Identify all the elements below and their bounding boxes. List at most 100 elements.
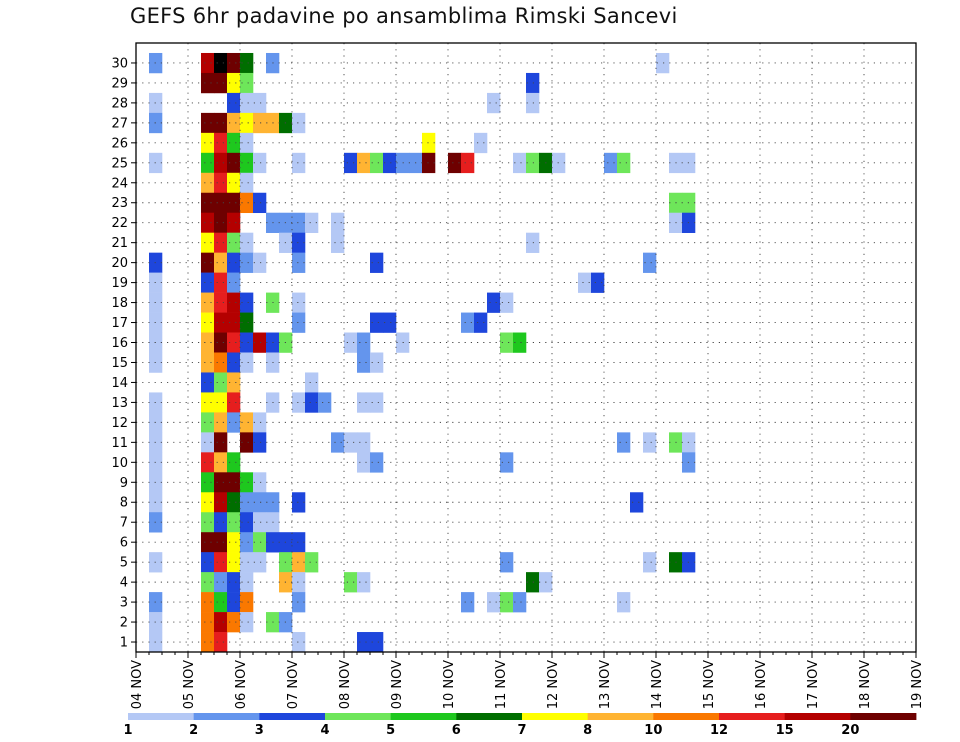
heatmap-cell (513, 332, 527, 353)
heatmap-cell (344, 432, 358, 453)
heatmap-cell (422, 152, 436, 174)
heatmap-cell (214, 372, 228, 393)
colorbar-label: 6 (452, 723, 461, 738)
heatmap-cell (292, 552, 306, 573)
colorbar-label: 4 (320, 723, 329, 738)
x-tick-label: 16 NOV (754, 660, 769, 709)
y-tick-label: 30 (111, 56, 128, 71)
heatmap-cell (201, 412, 215, 433)
y-tick-label: 8 (120, 496, 128, 511)
heatmap-cell (240, 612, 254, 633)
heatmap-cell (292, 112, 306, 134)
heatmap-cell (383, 312, 397, 333)
heatmap-cell (214, 492, 228, 513)
x-tick-label: 12 NOV (546, 660, 561, 709)
heatmap-cell (253, 412, 267, 433)
heatmap-cell (526, 72, 540, 94)
heatmap-cell (227, 392, 241, 413)
heatmap-cell (617, 592, 631, 613)
heatmap-cell (253, 252, 267, 273)
heatmap-cell (305, 372, 319, 393)
heatmap-cell (201, 212, 215, 233)
heatmap-cell (253, 192, 267, 214)
heatmap-cell (214, 612, 228, 633)
heatmap-cell (201, 272, 215, 293)
heatmap-cell (630, 492, 644, 513)
heatmap-cell (253, 532, 267, 553)
heatmap-cell (656, 52, 670, 74)
heatmap-cell (201, 472, 215, 493)
heatmap-cell (201, 572, 215, 593)
heatmap-cell (500, 332, 514, 353)
heatmap-cell (370, 312, 384, 333)
heatmap-cell (331, 232, 345, 253)
heatmap-cell (292, 392, 306, 413)
heatmap-cell (526, 92, 540, 114)
heatmap-cell (201, 292, 215, 313)
heatmap-cell (240, 192, 254, 214)
heatmap-cell (370, 392, 384, 413)
heatmap-cell (292, 232, 306, 253)
heatmap-cell (227, 532, 241, 553)
heatmap-cell (201, 72, 215, 94)
y-tick-label: 17 (111, 316, 128, 331)
colorbar-swatch (719, 713, 786, 720)
heatmap-cell (214, 132, 228, 154)
colorbar-swatch (128, 713, 195, 720)
x-axis-ticks: 04 NOV 05 NOV 06 NOV 07 NOV 08 NOV 09 NOV 10 N… (130, 652, 925, 709)
heatmap-cell (227, 492, 241, 513)
y-tick-label: 27 (111, 116, 128, 131)
heatmap-cell (240, 552, 254, 573)
colorbar-label: 5 (386, 723, 395, 738)
heatmap-cell (240, 252, 254, 273)
heatmap-cell (201, 172, 215, 194)
y-tick-label: 13 (111, 396, 128, 411)
heatmap-cell (461, 592, 475, 613)
heatmap-cell (201, 392, 215, 413)
heatmap-cell (201, 492, 215, 513)
heatmap-cell (227, 132, 241, 154)
heatmap-cell (292, 572, 306, 593)
x-tick-label: 13 NOV (598, 660, 613, 709)
heatmap-cell (344, 572, 358, 593)
y-tick-label: 2 (120, 616, 128, 631)
colorbar-label: 7 (517, 723, 526, 738)
heatmap-cell (643, 552, 657, 573)
heatmap-cell (253, 112, 267, 134)
heatmap-cell (214, 292, 228, 313)
heatmap-cell (578, 272, 592, 293)
heatmap-cell (201, 312, 215, 333)
chart-title: GEFS 6hr padavine po ansamblima Rimski S… (130, 4, 678, 28)
heatmap-cell (383, 152, 397, 174)
heatmap-cell (253, 512, 267, 533)
heatmap-cell (201, 252, 215, 273)
heatmap-cell (357, 452, 371, 473)
heatmap-cell (201, 112, 215, 134)
heatmap-cell (214, 352, 228, 373)
x-tick-label: 19 NOV (910, 660, 925, 709)
heatmap-cell (201, 432, 215, 453)
colorbar-swatch (390, 713, 457, 720)
heatmap-cell (253, 552, 267, 573)
heatmap-cell (253, 332, 267, 353)
y-tick-label: 5 (120, 556, 128, 571)
x-tick-label: 06 NOV (234, 660, 249, 709)
colorbar-swatch (587, 713, 654, 720)
heatmap-cell (214, 532, 228, 553)
heatmap-cell (240, 172, 254, 194)
heatmap-cell (253, 472, 267, 493)
heatmap-cell (240, 432, 254, 453)
y-tick-label: 28 (111, 96, 128, 111)
heatmap-cell (214, 152, 228, 174)
heatmap-cell (240, 132, 254, 154)
heatmap-cell (201, 352, 215, 373)
heatmap-cell (240, 532, 254, 553)
heatmap-cell (240, 292, 254, 313)
heatmap-cell (214, 112, 228, 134)
heatmap-cell (227, 112, 241, 134)
colorbar-swatch (259, 713, 326, 720)
heatmap-cell (201, 552, 215, 573)
colorbar-label: 15 (776, 723, 794, 738)
colorbar-label: 8 (583, 723, 592, 738)
